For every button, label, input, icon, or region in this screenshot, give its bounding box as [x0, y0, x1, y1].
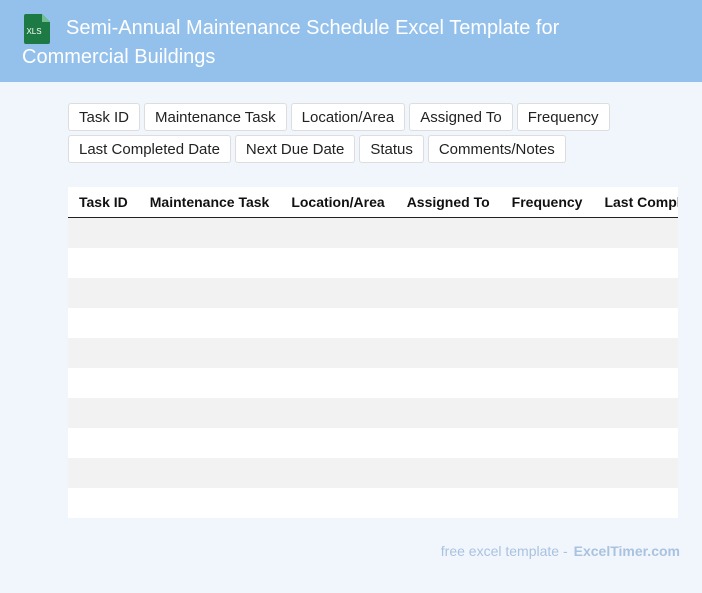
- header: XLS Semi-Annual Maintenance Schedule Exc…: [0, 0, 702, 82]
- tag: Location/Area: [290, 103, 406, 131]
- row: [68, 398, 678, 428]
- row: [68, 218, 678, 248]
- row: [68, 368, 678, 398]
- column-header: Frequency: [500, 187, 594, 218]
- column-header: Location/Area: [280, 187, 396, 218]
- tag: Assigned To: [409, 103, 513, 131]
- row: [68, 428, 678, 458]
- footer-link[interactable]: ExcelTimer.com: [573, 543, 680, 559]
- row: [68, 458, 678, 488]
- column-header: Last Completed Date: [593, 187, 678, 218]
- row: [68, 338, 678, 368]
- column-header: Task ID: [68, 187, 139, 218]
- tag: Task ID: [68, 103, 141, 131]
- table-body: [68, 218, 678, 518]
- row: [68, 278, 678, 308]
- tag: Comments/Notes: [427, 135, 566, 163]
- tag: Frequency: [516, 103, 610, 131]
- column-tags: Task ID Maintenance Task Location/Area Assi…: [68, 103, 628, 163]
- column-header: Maintenance Task: [138, 187, 281, 218]
- tag: Last Completed Date: [68, 135, 231, 163]
- footer: free excel template - ExcelTimer.com: [441, 543, 680, 559]
- table-header: Task ID Maintenance Task Location/Area Assi…: [68, 187, 678, 218]
- column-header: Assigned To: [395, 187, 501, 218]
- footer-text: free excel template -: [440, 543, 568, 559]
- row: [68, 248, 678, 278]
- tag: Next Due Date: [234, 135, 356, 163]
- table: Task ID Maintenance Task Location/Area Assi…: [68, 187, 678, 518]
- xls-icon: XLS: [24, 14, 50, 44]
- page-title: Semi-Annual Maintenance Schedule Excel T…: [22, 17, 560, 68]
- tag: Status: [359, 135, 424, 163]
- row: [68, 308, 678, 338]
- icon-label: XLS: [26, 27, 41, 36]
- row: [68, 488, 678, 518]
- tag: Maintenance Task: [144, 103, 287, 131]
